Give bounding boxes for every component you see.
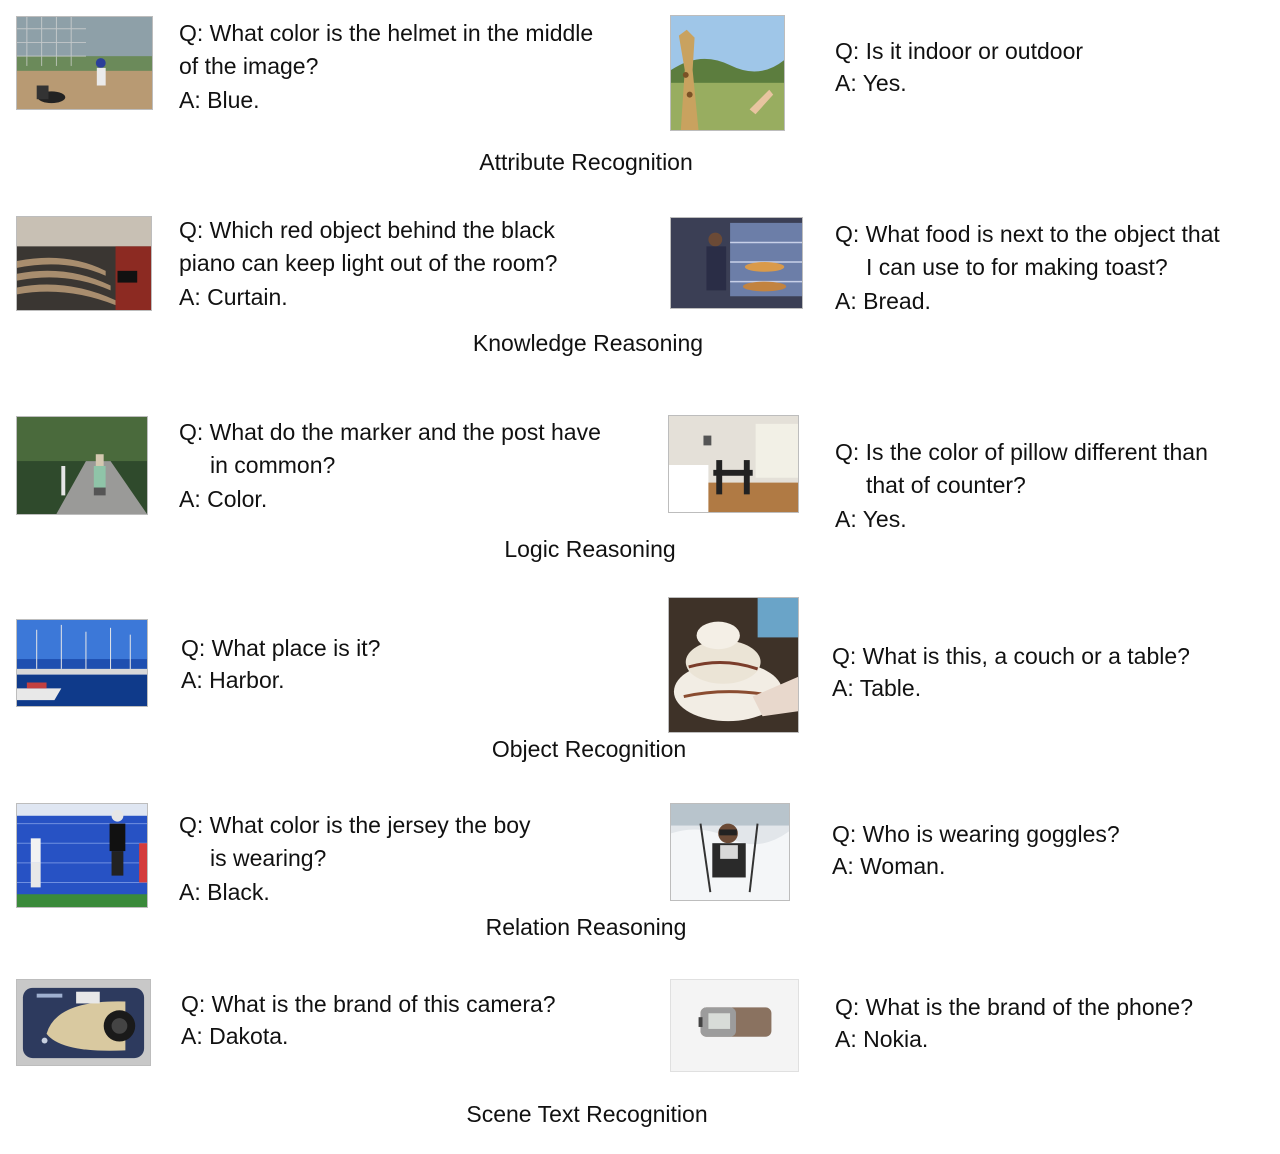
dining-room-photo [668,415,799,513]
question-line: of the image? [179,53,319,79]
answer: A: Harbor. [181,667,285,693]
answer: A: Bread. [835,288,931,314]
qa-knowledge-right: Q: What food is next to the object that … [835,218,1220,318]
question-line: piano can keep light out of the room? [179,250,558,276]
question-line: Q: What place is it? [181,635,381,661]
kitchen-photo [670,217,803,309]
phone-photo [670,979,799,1072]
qa-relation-left: Q: What color is the jersey the boy is w… [179,809,531,909]
cake-table-photo [668,597,799,733]
answer: A: Table. [832,675,922,701]
category-label: Attribute Recognition [479,149,693,175]
qa-relation-right: Q: Who is wearing goggles? A: Woman. [832,818,1120,883]
answer: A: Nokia. [835,1026,929,1052]
question-line: Q: What is the brand of the phone? [835,994,1194,1020]
answer: A: Color. [179,486,268,512]
soccer-photo [16,803,148,908]
qa-logic-left: Q: What do the marker and the post have … [179,416,601,516]
question-line: that of counter? [866,472,1026,498]
qa-scenetext-left: Q: What is the brand of this camera? A: … [181,988,556,1053]
camera-photo [16,979,151,1066]
answer: A: Dakota. [181,1023,289,1049]
answer: A: Woman. [832,853,946,879]
qa-attribute-left: Q: What color is the helmet in the middl… [179,17,593,117]
qa-attribute-right: Q: Is it indoor or outdoor A: Yes. [835,35,1083,100]
question-line: is wearing? [210,845,327,871]
qa-object-right: Q: What is this, a couch or a table? A: … [832,640,1190,705]
answer: A: Black. [179,879,270,905]
question-line: Q: What food is next to the object that [835,221,1220,247]
qa-knowledge-left: Q: Which red object behind the black pia… [179,214,557,314]
qa-logic-right: Q: Is the color of pillow different than… [835,436,1208,536]
auditorium-photo [16,216,152,311]
question-line: Q: What is the brand of this camera? [181,991,556,1017]
question-line: Q: Is it indoor or outdoor [835,38,1084,64]
question-line: in common? [210,452,336,478]
question-line: I can use to for making toast? [866,254,1168,280]
answer: A: Yes. [835,506,907,532]
category-label: Object Recognition [491,736,687,762]
qa-object-left: Q: What place is it? A: Harbor. [181,632,380,697]
giraffe-photo [670,15,785,131]
question-line: Q: What do the marker and the post have [179,419,601,445]
question-line: Q: What color is the helmet in the middl… [179,20,594,46]
answer: A: Yes. [835,70,907,96]
skateboard-road-photo [16,416,148,515]
skier-photo [670,803,790,901]
question-line: Q: Is the color of pillow different than [835,439,1208,465]
answer: A: Blue. [179,87,260,113]
category-label: Knowledge Reasoning [472,330,704,356]
qa-scenetext-right: Q: What is the brand of the phone? A: No… [835,991,1193,1056]
answer: A: Curtain. [179,284,288,310]
baseball-photo [16,16,153,110]
category-label: Logic Reasoning [504,536,676,562]
harbor-photo [16,619,148,707]
question-line: Q: Which red object behind the black [179,217,555,243]
category-label: Relation Reasoning [485,914,687,940]
question-line: Q: What is this, a couch or a table? [832,643,1190,669]
category-label: Scene Text Recognition [466,1101,708,1127]
question-line: Q: Who is wearing goggles? [832,821,1120,847]
question-line: Q: What color is the jersey the boy [179,812,531,838]
